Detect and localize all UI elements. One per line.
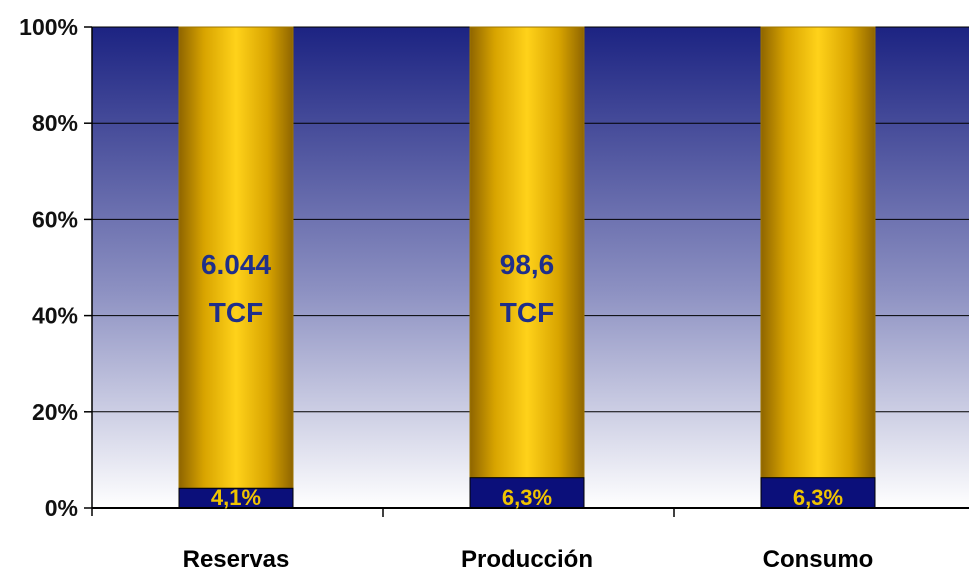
bar-segment-top (469, 26, 585, 479)
y-tick-label: 0% (45, 495, 78, 521)
x-category-label: Consumo (763, 546, 874, 573)
data-label: 6,3% (793, 485, 843, 510)
y-tick-label: 20% (32, 399, 78, 425)
bar-segment-bottom (469, 477, 585, 509)
bar-annotation: 6.044 (201, 249, 271, 280)
y-tick-label: 40% (32, 303, 78, 329)
bar-segment-bottom (760, 477, 876, 509)
bar-segment-top (760, 26, 876, 479)
bar-annotation: TCF (500, 297, 554, 328)
data-label: 4,1% (211, 485, 261, 510)
bar-annotation: TCF (209, 297, 263, 328)
data-label: 6,3% (502, 485, 552, 510)
x-category-label: Producción (461, 546, 593, 573)
y-tick-label: 60% (32, 206, 78, 232)
y-tick-label: 100% (19, 14, 78, 40)
bar-annotation: 98,6 (500, 249, 555, 280)
y-tick-label: 80% (32, 110, 78, 136)
bar-segment-top (178, 26, 294, 489)
x-category-label: Reservas (183, 546, 290, 573)
